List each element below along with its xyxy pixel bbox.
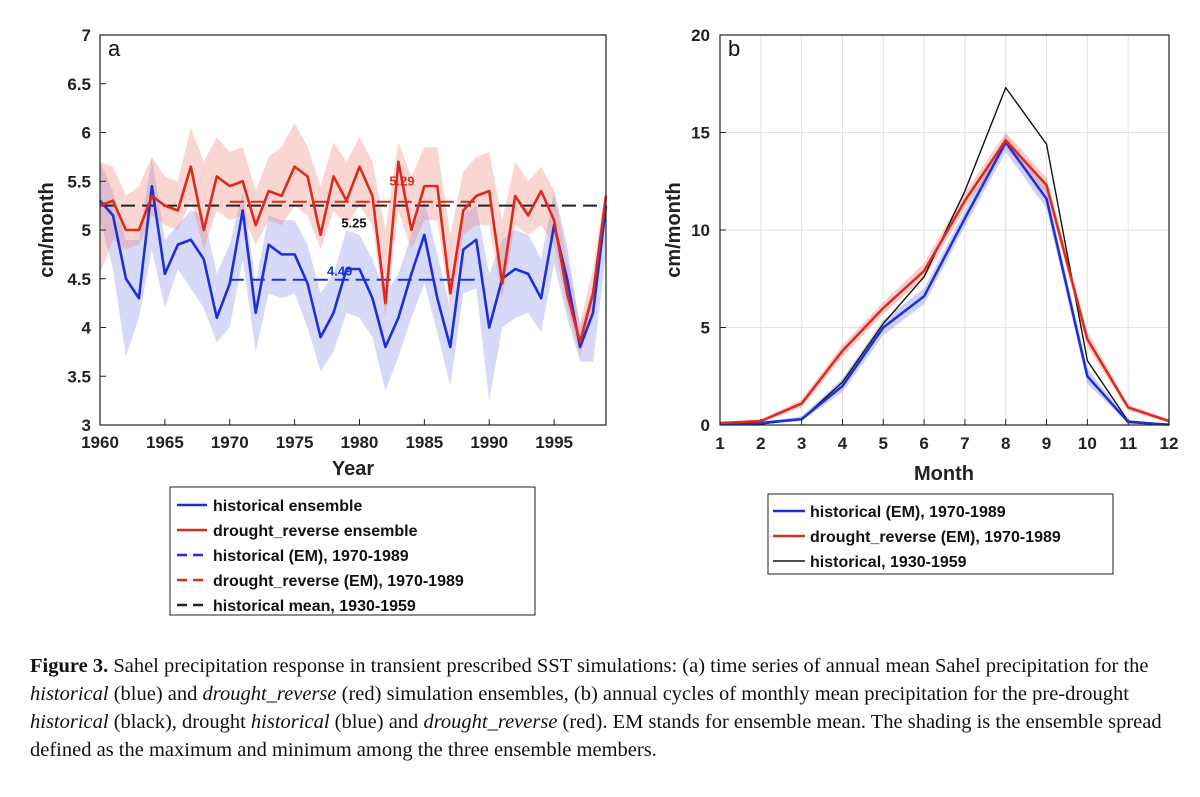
panel-b-label: b bbox=[728, 36, 740, 61]
series-spread-band bbox=[720, 132, 1169, 425]
caption-figure-label: Figure 3. bbox=[30, 655, 109, 677]
legend-box bbox=[169, 486, 536, 616]
panel-a-ylabel: cm/month bbox=[36, 182, 58, 278]
x-tick-label: 1995 bbox=[535, 433, 573, 452]
x-tick-label: 6 bbox=[919, 434, 928, 453]
y-tick-label: 7 bbox=[82, 26, 91, 45]
y-tick-label: 5.5 bbox=[67, 172, 91, 191]
series-line bbox=[719, 139, 1170, 425]
caption-em: historical bbox=[30, 711, 109, 733]
panel-b-legend: historical (EM), 1970-1989 drought_revers… bbox=[767, 493, 1114, 575]
caption-em: drought_reverse bbox=[423, 711, 558, 733]
panel-b-ylabel: cm/month bbox=[663, 182, 685, 278]
y-tick-label: 6 bbox=[82, 124, 91, 143]
legend-label: historical mean, 1930-1959 bbox=[213, 598, 416, 615]
legend-box bbox=[767, 493, 1114, 575]
legend-label: historical, 1930-1959 bbox=[810, 554, 967, 571]
x-tick-label: 1970 bbox=[211, 433, 249, 452]
x-tick-label: 1980 bbox=[341, 433, 379, 452]
caption-text: (red). EM stands for ensemble mean. The … bbox=[30, 711, 1162, 761]
x-tick-label: 12 bbox=[1160, 434, 1179, 453]
panel-b-axes-box bbox=[719, 34, 1170, 426]
y-tick-label: 0 bbox=[701, 416, 710, 435]
x-tick-label: 5 bbox=[879, 434, 888, 453]
series-line bbox=[719, 141, 1170, 426]
y-tick-label: 20 bbox=[691, 26, 710, 45]
x-tick-label: 1 bbox=[715, 434, 724, 453]
series-spread-band bbox=[100, 122, 606, 357]
y-tick-label: 4.5 bbox=[67, 270, 91, 289]
series-line bbox=[99, 184, 608, 349]
legend-label: drought_reverse ensemble bbox=[213, 523, 418, 540]
x-tick-label: 8 bbox=[1001, 434, 1010, 453]
caption-text: (black), drought bbox=[108, 711, 251, 733]
legend-label: drought_reverse (EM), 1970-1989 bbox=[810, 529, 1061, 546]
panel-a-xlabel: Year bbox=[332, 458, 374, 480]
y-tick-label: 10 bbox=[691, 221, 710, 240]
panel-a-legend: historical ensemble drought_reverse ensem… bbox=[169, 486, 536, 616]
y-tick-label: 3.5 bbox=[67, 367, 91, 386]
y-tick-label: 5 bbox=[701, 319, 710, 338]
x-tick-label: 1985 bbox=[405, 433, 443, 452]
y-tick-label: 5 bbox=[82, 221, 91, 240]
caption-em: drought_reverse bbox=[202, 683, 337, 705]
caption-em: historical bbox=[30, 683, 109, 705]
value-annotation: 4.49 bbox=[327, 264, 352, 279]
figure-3: 1960 1965 1970 1975 1980 1985 1990 199533.544.5… bbox=[36, 26, 1179, 616]
caption-text: (red) simulation ensembles, (b) annual c… bbox=[336, 683, 1129, 705]
y-tick-label: 6.5 bbox=[67, 75, 91, 94]
series-spread-band bbox=[100, 156, 606, 401]
panel-b-xlabel: Month bbox=[914, 463, 974, 485]
x-tick-label: 10 bbox=[1078, 434, 1097, 453]
legend-label: drought_reverse (EM), 1970-1989 bbox=[213, 573, 464, 590]
figure-caption: Figure 3. Sahel precipitation response i… bbox=[30, 652, 1180, 764]
y-tick-label: 3 bbox=[82, 416, 91, 435]
x-tick-label: 3 bbox=[797, 434, 806, 453]
legend-label: historical (EM), 1970-1989 bbox=[213, 548, 409, 565]
x-tick-label: 1965 bbox=[146, 433, 184, 452]
panel-a-label: a bbox=[108, 36, 121, 61]
y-tick-label: 4 bbox=[82, 319, 92, 338]
x-tick-label: 9 bbox=[1042, 434, 1051, 453]
panel-a-axes-box bbox=[99, 34, 607, 426]
caption-text: (blue) and bbox=[329, 711, 424, 733]
x-tick-label: 4 bbox=[838, 434, 848, 453]
legend-label: historical (EM), 1970-1989 bbox=[810, 504, 1006, 521]
x-tick-label: 1990 bbox=[470, 433, 508, 452]
value-annotation: 5.25 bbox=[341, 216, 366, 231]
x-tick-label: 11 bbox=[1119, 434, 1137, 453]
value-annotation: 5.29 bbox=[389, 174, 414, 189]
caption-em: historical bbox=[250, 711, 330, 733]
series-line bbox=[99, 160, 608, 344]
y-tick-label: 15 bbox=[691, 124, 710, 143]
panel-a-chart: 1960 1965 1970 1975 1980 1985 1990 1995 3 3.5 4 4.5… bbox=[36, 26, 608, 616]
caption-text: Sahel precipitation response in transien… bbox=[108, 655, 1149, 677]
caption-text: (blue) and bbox=[108, 683, 203, 705]
x-tick-label: 7 bbox=[960, 434, 969, 453]
x-tick-label: 1960 bbox=[81, 433, 119, 452]
x-tick-label: 1975 bbox=[276, 433, 314, 452]
x-tick-label: 2 bbox=[756, 434, 765, 453]
legend-label: historical ensemble bbox=[213, 498, 362, 515]
